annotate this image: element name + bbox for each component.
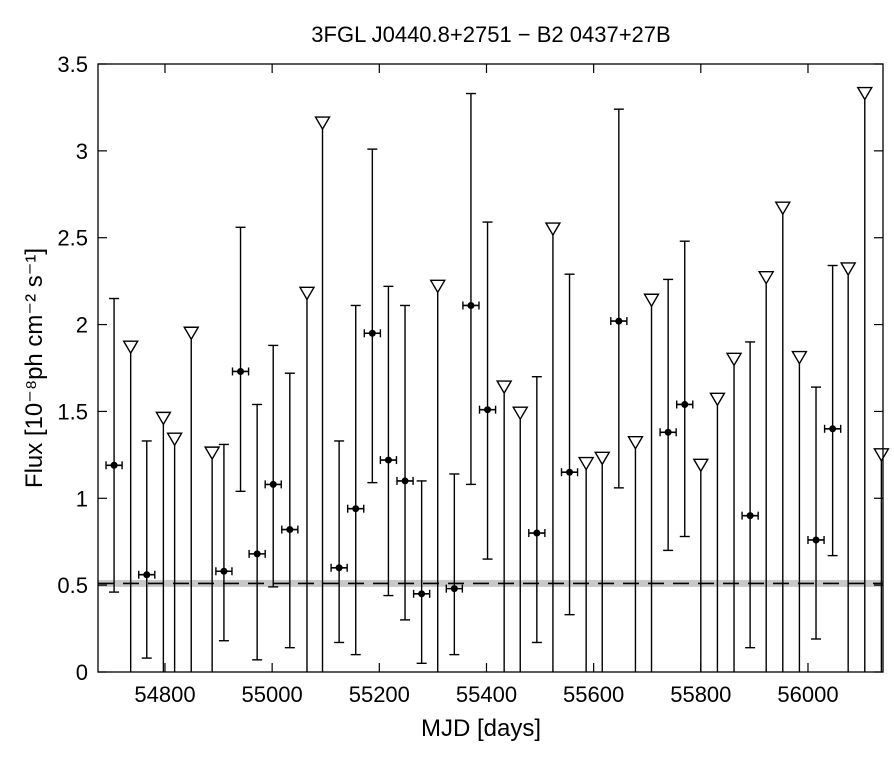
detection-point [418,590,425,597]
upper-limit-marker [694,459,708,471]
upper-limit-marker [727,353,741,365]
upper-limit-marker [579,458,593,470]
chart-title: 3FGL J0440.8+2751 − B2 0437+27B [311,22,670,47]
y-axis-label: Flux [10⁻⁸ph cm⁻² s⁻¹] [21,248,48,488]
y-tick-label: 3 [76,139,88,164]
detection-point [220,568,227,575]
average-flux-band [98,580,883,587]
detection-point [747,512,754,519]
detection-point [484,406,491,413]
x-tick-label: 54800 [134,682,195,707]
upper-limit-marker [168,433,182,445]
detection-point [829,425,836,432]
x-tick-label: 55600 [563,682,624,707]
detection-point [270,481,277,488]
detection-point [286,526,293,533]
detection-point [385,457,392,464]
y-tick-label: 0 [76,660,88,685]
detection-point [681,401,688,408]
upper-limit-marker [124,341,138,353]
y-tick-label: 2 [76,313,88,338]
upper-limit-marker [205,447,219,459]
upper-limit-marker [841,263,855,275]
x-tick-label: 55400 [456,682,517,707]
detection-point [369,330,376,337]
detection-point [566,469,573,476]
detection-point [467,302,474,309]
x-tick-label: 55200 [349,682,410,707]
upper-limit-marker [300,287,314,299]
upper-limit-marker [431,280,445,292]
plot-area: 0 0.5 1 1.5 2 2.5 3 3.5 54800 55000 55200 55400 5560… [57,52,888,707]
upper-limit-marker [759,272,773,284]
upper-limit-marker [628,437,642,449]
upper-limit-marker [156,412,170,424]
detection-point [254,550,261,557]
detection-point [615,318,622,325]
y-tick-label: 1.5 [57,399,88,424]
y-tick-label: 0.5 [57,573,88,598]
detection-point [402,477,409,484]
upper-limit-marker [184,327,198,339]
upper-limit-marker [497,381,511,393]
y-tick-label: 1 [76,486,88,511]
x-tick-label: 55000 [242,682,303,707]
detection-point [451,585,458,592]
upper-limit-marker [776,202,790,214]
detection-point [665,429,672,436]
upper-limit-marker [874,449,888,461]
x-axis-label: MJD [days] [421,715,541,742]
upper-limit-marker [595,452,609,464]
upper-limit-marker [792,352,806,364]
detection-point [533,530,540,537]
detection-point [352,505,359,512]
detection-point [111,462,118,469]
x-tick-label: 55800 [670,682,731,707]
detection-point [813,536,820,543]
upper-limit-marker [710,393,724,405]
upper-limit-marker [546,223,560,235]
y-tick-label: 2.5 [57,226,88,251]
upper-limit-marker [645,294,659,306]
detection-point [336,564,343,571]
x-tick-label: 56000 [777,682,838,707]
y-tick-label: 3.5 [57,52,88,77]
detection-point [143,571,150,578]
upper-limit-marker [316,117,330,129]
upper-limit-marker [513,407,527,419]
upper-limit-marker [858,88,872,100]
detection-point [237,368,244,375]
